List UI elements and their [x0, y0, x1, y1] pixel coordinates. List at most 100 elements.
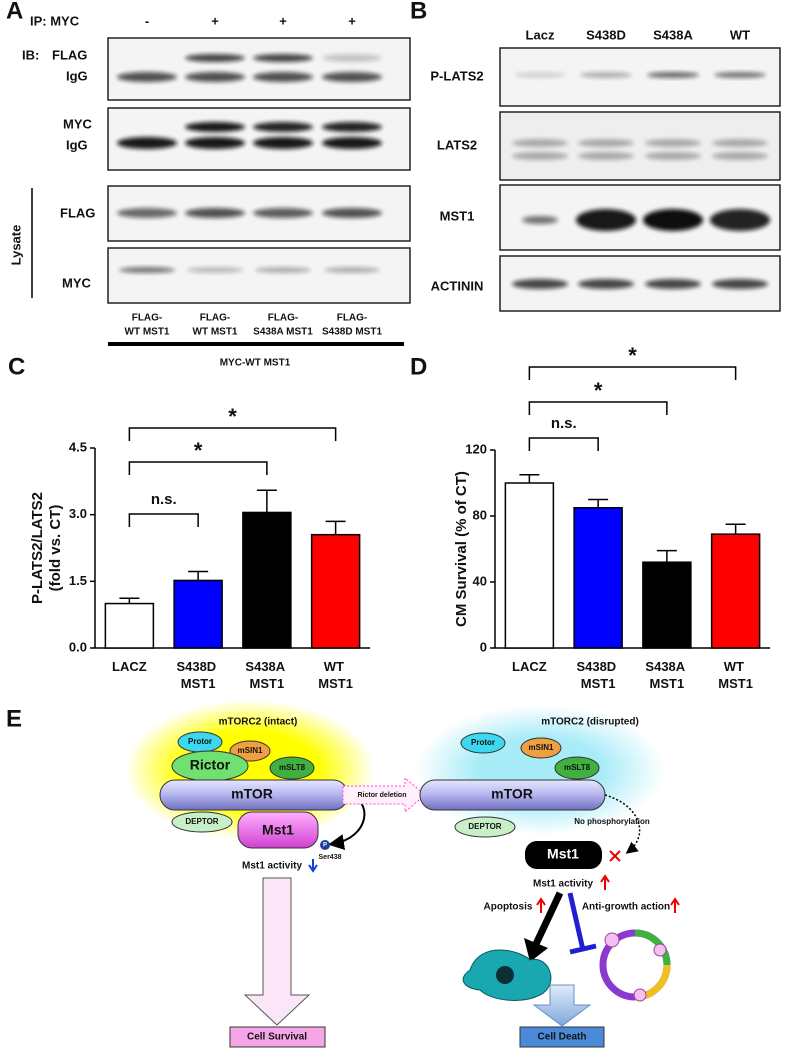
ip-sign: + [348, 13, 356, 28]
band [185, 72, 245, 82]
band [185, 208, 245, 218]
cell [653, 943, 667, 957]
band [185, 137, 245, 149]
block-mark [609, 850, 621, 862]
band [578, 139, 634, 147]
transition-label: Rictor deletion [357, 792, 406, 799]
component-label: mSLT8 [279, 763, 306, 772]
group-label: MYC-WT MST1 [220, 358, 291, 369]
blot-label: IgG [66, 137, 88, 152]
band [710, 209, 770, 231]
y-tick-label: 120 [465, 441, 487, 456]
panel-e: E mTORC2 (intact) Protor mSIN1 Rictor mS… [6, 700, 680, 1048]
mst1 [237, 811, 319, 849]
blot-label: ACTININ [431, 278, 484, 293]
band [322, 72, 382, 82]
component-label: mSIN1 [238, 746, 263, 755]
blot-label: P-LATS2 [430, 68, 483, 83]
x-tick-label: WT MST1 [718, 659, 753, 691]
band [119, 267, 175, 273]
arrow [532, 891, 564, 946]
inhibit [567, 892, 597, 955]
y-tick-label: 3.0 [69, 506, 87, 521]
blot-label: FLAG [52, 47, 87, 62]
component-label: Mst1 [262, 822, 294, 838]
band [578, 279, 634, 289]
y-axis-label: CM Survival (% of CT) [453, 471, 470, 627]
effect-label: Anti-growth action [582, 902, 670, 913]
significance-label: * [194, 438, 203, 463]
ip-sign: + [211, 13, 219, 28]
blot-label: MST1 [440, 208, 475, 223]
lane-label: FLAG- [200, 313, 231, 324]
arrow-head [524, 938, 548, 962]
blot [107, 247, 411, 304]
error-bar [188, 570, 209, 581]
mslt8 [269, 756, 315, 780]
significance-label: * [594, 378, 603, 403]
lane-label: S438D [586, 27, 626, 42]
ib-label: IB: [22, 47, 39, 62]
band [645, 139, 701, 147]
band [253, 72, 313, 82]
band [185, 122, 245, 132]
nucleus [496, 966, 514, 984]
lane-label: WT MST1 [193, 327, 238, 338]
component-label: mTOR [231, 786, 273, 802]
outcome-box [519, 1026, 605, 1048]
transition-arrow [342, 776, 426, 814]
lane-label: Lacz [526, 27, 555, 42]
panel-label: D [410, 353, 427, 380]
bar [310, 533, 361, 649]
outcome-label: Cell Survival [247, 1032, 307, 1043]
deptor [171, 811, 233, 833]
band [643, 209, 703, 231]
up-arrow [600, 874, 610, 890]
component-label: mTOR [491, 786, 533, 802]
msin1 [229, 740, 271, 762]
big-arrow [243, 877, 311, 1026]
y-tick-label: 0 [480, 639, 487, 654]
site-label: Ser438 [319, 854, 342, 861]
lane-label: FLAG- [268, 313, 299, 324]
band [712, 279, 768, 289]
band [255, 267, 311, 273]
bar [642, 561, 692, 649]
band [712, 152, 768, 160]
note: No phosphorylation [574, 817, 650, 826]
deptor [454, 816, 516, 838]
band [253, 137, 313, 149]
phospho-label: P [323, 843, 327, 849]
lane-label: S438A [653, 27, 693, 42]
lane-label: FLAG- [337, 313, 368, 324]
blot-label: MYC [62, 275, 92, 290]
band [514, 72, 566, 78]
lysate-label: Lysate [8, 225, 23, 266]
y-tick-label: 40 [473, 573, 487, 588]
cell [633, 988, 647, 1002]
mslt8 [554, 756, 600, 780]
bracket [528, 366, 737, 380]
component-label: Rictor [190, 757, 231, 773]
error-bar [325, 520, 346, 535]
bar [504, 482, 555, 649]
error-bar [656, 549, 677, 563]
protor [460, 732, 506, 754]
error-bar [119, 597, 140, 604]
x-tick-label: WT MST1 [318, 659, 353, 691]
band [522, 216, 558, 224]
x-tick-label: LACZ [112, 659, 147, 674]
band [253, 54, 313, 62]
y-tick-label: 0.0 [69, 639, 87, 654]
component-label: Protor [188, 737, 212, 746]
activity-label: Mst1 activity [242, 861, 302, 872]
y-axis-label: P-LATS2/LATS2 [29, 492, 46, 604]
band [253, 208, 313, 218]
component-label: mSIN1 [529, 743, 554, 752]
effect-label: Apoptosis [484, 902, 533, 913]
panel-label: A [6, 0, 23, 24]
blot-label: MYC [63, 116, 93, 131]
y-axis-label: (fold vs. CT) [47, 505, 64, 592]
